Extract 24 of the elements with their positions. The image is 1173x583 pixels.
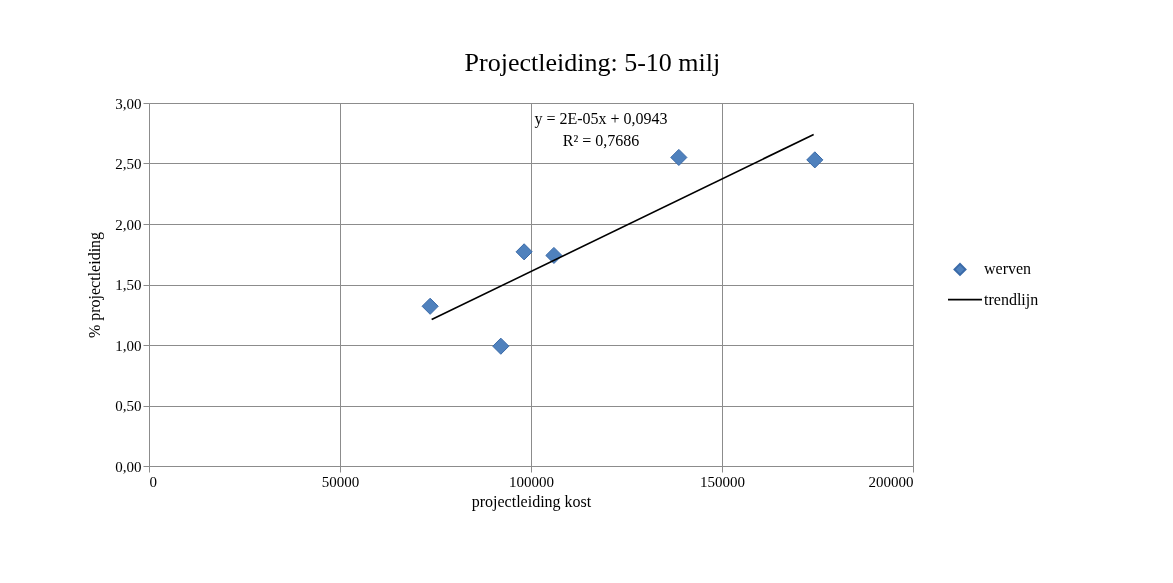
annotation: y = 2E-05x + 0,0943	[534, 110, 668, 128]
y-tick-label: 1,00	[115, 337, 142, 354]
y-tick-label: 3,00	[115, 95, 142, 112]
point	[421, 297, 439, 315]
point	[492, 337, 510, 355]
point	[515, 243, 533, 261]
y-axis-title: % projectleiding	[86, 231, 105, 339]
legend-label: trendlijn	[984, 290, 1039, 309]
x-tick-label: 100000	[509, 473, 554, 490]
y-tick-label: 0,50	[115, 398, 142, 414]
point	[806, 151, 824, 169]
point	[670, 148, 688, 167]
chart-title: Projectleiding: 5-10 milj	[464, 48, 721, 77]
legend-label: werven	[984, 260, 1032, 278]
y-tick-label: 0,00	[115, 458, 142, 475]
x-axis-title: projectleiding kost	[471, 492, 592, 511]
y-tick-label: 1,50	[115, 277, 142, 293]
x-tick-label: 200000	[868, 473, 914, 490]
x-tick-label: 0	[149, 473, 157, 490]
x-tick-label: 150000	[700, 473, 745, 490]
y-tick-label: 2,50	[115, 156, 142, 172]
x-tick-label: 50000	[321, 473, 360, 490]
y-tick-label: 2,00	[115, 216, 142, 233]
annotation: R² = 0,7686	[562, 132, 640, 149]
